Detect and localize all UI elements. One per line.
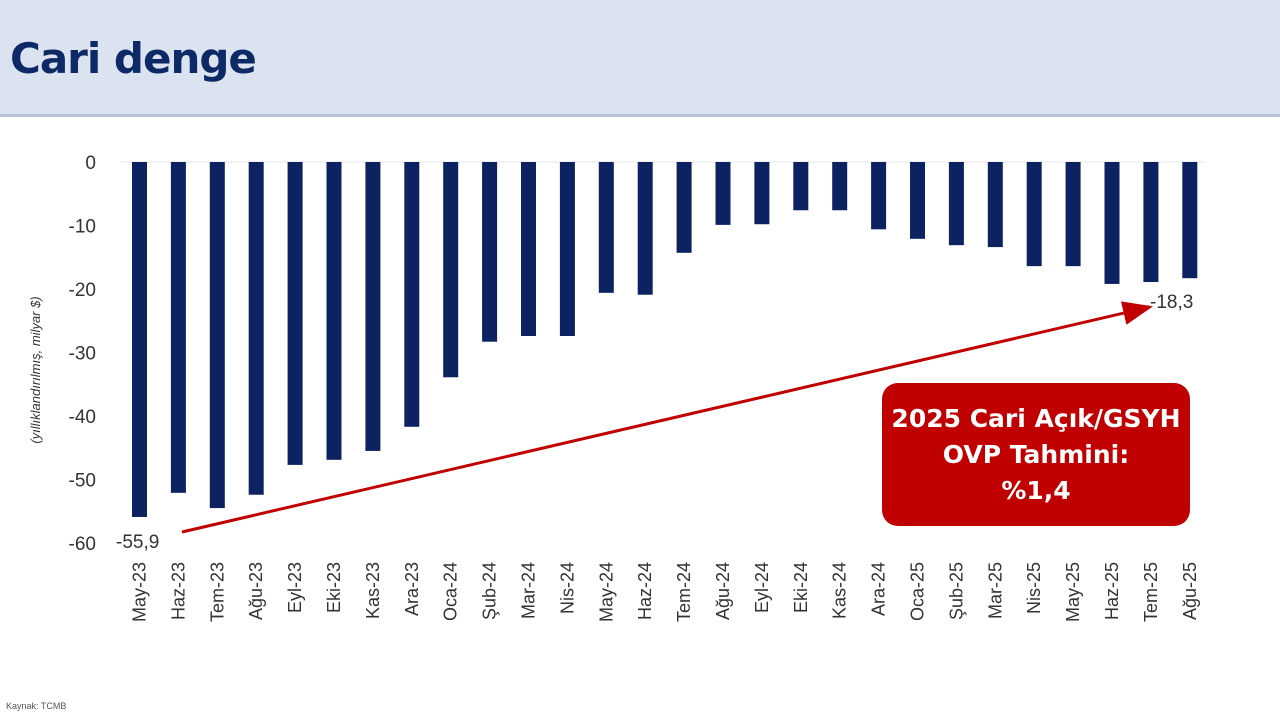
y-tick-label: -10 (69, 217, 96, 238)
x-tick-label: May-23 (130, 562, 150, 622)
bar (987, 162, 1003, 248)
x-tick-label: Mar-25 (985, 562, 1005, 619)
x-tick-label: Oca-25 (908, 562, 928, 621)
y-tick-label: 0 (85, 153, 96, 174)
bar (132, 162, 147, 517)
x-tick-label: Haz-25 (1102, 562, 1122, 620)
x-tick-label: May-25 (1063, 562, 1083, 622)
bar (910, 162, 925, 239)
callout-line-2: OVP Tahmini: (942, 439, 1130, 469)
bar (754, 162, 770, 225)
bar (1182, 162, 1198, 279)
bar (598, 162, 614, 293)
bar (326, 162, 342, 460)
bar (443, 162, 459, 378)
x-tick-label: Eyl-23 (285, 562, 305, 613)
y-tick-label: -40 (69, 407, 96, 428)
x-tick-label: May-24 (596, 562, 616, 622)
bar (209, 162, 225, 509)
x-tick-label: Tem-25 (1141, 562, 1161, 622)
end-value-label: -18,3 (1150, 292, 1193, 313)
bar (482, 162, 498, 342)
bar (715, 162, 731, 225)
trend-arrow (181, 301, 1153, 534)
page-title: Cari denge (10, 34, 257, 83)
x-tick-label: Eki-24 (791, 562, 811, 613)
x-tick-label: Kas-24 (830, 562, 850, 619)
x-tick-label: Mar-24 (519, 562, 539, 619)
bar (170, 162, 186, 493)
callout-line-1: 2025 Cari Açık/GSYH (891, 403, 1181, 433)
source-note: Kaynak: TCMB (6, 701, 67, 711)
bar (676, 162, 692, 253)
bar (1065, 162, 1081, 267)
x-tick-label: Ara-23 (402, 562, 422, 616)
y-axis-label: (yıllıklandırılmış, milyar $) (28, 296, 43, 443)
x-tick-label: Ara-24 (869, 562, 889, 616)
bar (404, 162, 420, 427)
x-tick-label: Şub-25 (946, 562, 966, 620)
bar (637, 162, 653, 295)
x-tick-label: Nis-24 (557, 562, 577, 614)
bar (1026, 162, 1042, 267)
x-tick-label: Ağu-25 (1180, 562, 1200, 620)
start-value-label: -55,9 (116, 532, 159, 553)
bar (559, 162, 575, 336)
x-tick-label: Ağu-24 (713, 562, 733, 620)
x-tick-label: Haz-23 (168, 562, 188, 620)
y-tick-label: -20 (69, 280, 96, 301)
header-bar: Cari denge (0, 0, 1280, 117)
bar (248, 162, 264, 495)
bar (793, 162, 809, 211)
bar (948, 162, 964, 246)
bar (521, 162, 536, 336)
bar (1104, 162, 1120, 284)
x-tick-label: Oca-24 (441, 562, 461, 621)
x-tick-label: Tem-24 (674, 562, 694, 622)
bar (871, 162, 887, 230)
y-tick-label: -30 (69, 344, 96, 365)
x-tick-label: Tem-23 (207, 562, 227, 622)
x-tick-label: Ağu-23 (246, 562, 266, 620)
x-tick-label: Eki-23 (324, 562, 344, 613)
callout-line-3: %1,4 (1001, 475, 1071, 505)
x-tick-label: Kas-23 (363, 562, 383, 619)
bar (287, 162, 303, 465)
ovp-forecast-callout: 2025 Cari Açık/GSYH OVP Tahmini: %1,4 (882, 383, 1190, 526)
y-tick-label: -50 (69, 471, 96, 492)
y-tick-label: -60 (69, 534, 96, 555)
x-tick-label: Haz-24 (635, 562, 655, 620)
x-tick-label: Şub-24 (480, 562, 500, 620)
bar (365, 162, 381, 451)
bar (1143, 162, 1159, 283)
bar (832, 162, 848, 211)
x-tick-label: Nis-25 (1024, 562, 1044, 614)
x-tick-label: Eyl-24 (752, 562, 772, 613)
